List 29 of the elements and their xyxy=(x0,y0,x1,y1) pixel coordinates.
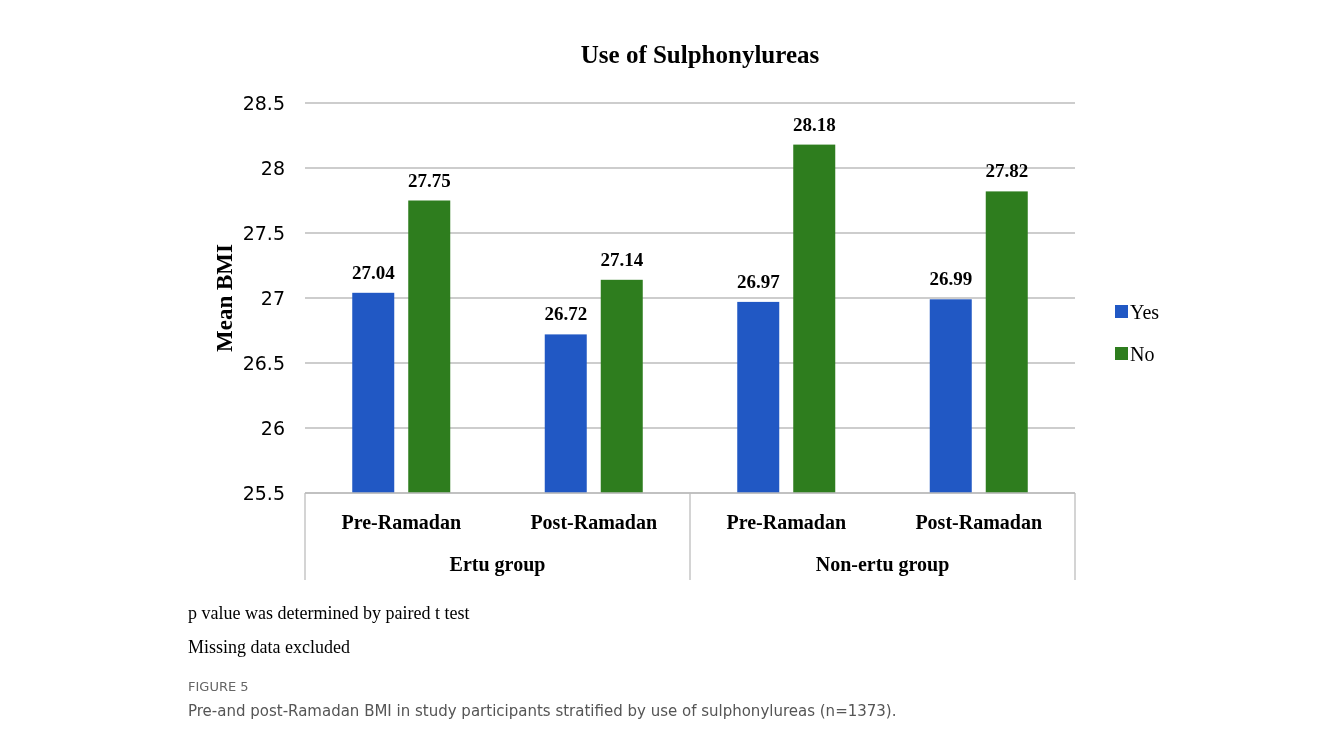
data-label: 26.97 xyxy=(736,270,781,292)
y-tick-label: 28.5 xyxy=(242,91,285,114)
x-tick-label: Post-Ramadan xyxy=(530,511,658,533)
y-tick-label: 26.5 xyxy=(242,351,285,374)
text: Non-ertu group xyxy=(815,553,950,576)
y-tick-label: 27 xyxy=(260,286,285,309)
legend-label: No xyxy=(1130,343,1155,365)
caption: FIGURE 5 xyxy=(188,679,249,694)
text: p value was determined by paired t test xyxy=(188,603,470,623)
data-label: 27.04 xyxy=(351,261,396,283)
y-tick-label: 25.5 xyxy=(242,481,285,504)
y-tick-label: 27.5 xyxy=(242,221,285,244)
x-tick-label: Pre-Ramadan xyxy=(726,511,847,533)
x-tick-label: Pre-Ramadan xyxy=(341,511,462,533)
chart-title: Use of Sulphonylureas xyxy=(580,41,820,68)
data-label: 26.99 xyxy=(929,268,973,290)
legend-label: Yes xyxy=(1130,301,1160,323)
y-tick-label: 28 xyxy=(260,156,285,179)
data-label: 27.14 xyxy=(600,248,644,270)
data-label: 28.18 xyxy=(792,113,836,135)
text: Pre-and post-Ramadan BMI in study participants stratified by use of sulphonylureas (n=1373). xyxy=(188,702,897,720)
data-label: 26.72 xyxy=(544,303,588,325)
text: Ertu group xyxy=(449,553,546,576)
text: Missing data excluded xyxy=(188,637,350,657)
y-tick-label: 26 xyxy=(260,416,285,439)
data-label: 27.82 xyxy=(985,160,1029,182)
x-tick-label: Post-Ramadan xyxy=(915,511,1043,533)
data-label: 27.75 xyxy=(407,169,451,191)
y-axis-title: Mean BMI xyxy=(212,243,237,352)
